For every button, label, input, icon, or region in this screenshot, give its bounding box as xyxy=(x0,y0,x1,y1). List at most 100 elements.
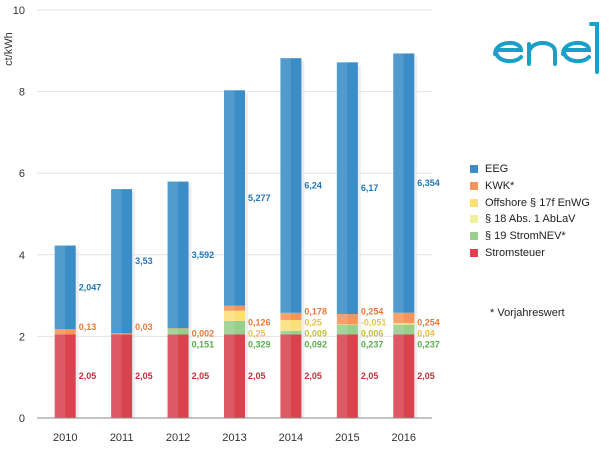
legend-swatch xyxy=(470,198,478,207)
bar-segment xyxy=(54,329,76,335)
data-label: 6,354 xyxy=(417,178,440,188)
data-label: 6,17 xyxy=(361,183,379,193)
x-tick-label: 2014 xyxy=(279,432,303,444)
legend-item: Offshore § 17f EnWG xyxy=(470,194,590,211)
bar-highlight xyxy=(111,189,122,334)
bar-highlight xyxy=(167,328,179,329)
bar-highlight xyxy=(224,305,235,311)
legend-swatch xyxy=(470,215,478,224)
bar-segment xyxy=(280,330,302,335)
data-label: 5,277 xyxy=(248,193,271,203)
y-tick-label: 4 xyxy=(19,250,25,262)
bar-highlight xyxy=(280,312,291,321)
bar-highlight xyxy=(280,58,291,313)
enet-logo xyxy=(493,22,599,74)
bar-segment xyxy=(280,312,302,321)
data-label: 0,009 xyxy=(304,328,327,338)
data-label: 3,592 xyxy=(192,250,215,260)
bar-segment xyxy=(393,323,415,325)
bar-highlight xyxy=(224,310,235,321)
footnote: * Vorjahreswert xyxy=(490,307,565,319)
legend-item: Stromsteuer xyxy=(470,244,590,261)
bar-segment xyxy=(280,334,302,418)
data-label: 2,05 xyxy=(192,371,210,381)
bar-segment xyxy=(336,334,358,418)
data-label: 0,092 xyxy=(304,339,327,349)
bar-segment xyxy=(224,310,245,321)
bar-highlight xyxy=(167,328,179,335)
bar-segment xyxy=(167,334,189,418)
bar-highlight xyxy=(336,314,348,325)
bar-highlight xyxy=(393,312,404,324)
legend-label: Stromsteuer xyxy=(485,246,545,259)
data-label: 0,04 xyxy=(417,328,435,338)
data-label: 0,254 xyxy=(361,306,384,316)
legend-label: § 19 StromNEV* xyxy=(485,230,566,243)
bar-highlight xyxy=(224,320,235,335)
legend-swatch xyxy=(470,165,478,174)
legend-item: KWK* xyxy=(470,178,590,195)
bar-highlight xyxy=(54,245,66,330)
bar-highlight xyxy=(224,334,235,418)
data-label: 3,53 xyxy=(135,256,153,266)
bar-segment xyxy=(280,320,302,331)
data-label: -0,051 xyxy=(361,317,387,327)
legend-item: EEG xyxy=(470,161,590,178)
bar-highlight xyxy=(54,329,66,335)
bar-segment xyxy=(393,53,415,313)
bar-segment xyxy=(224,90,245,306)
bar-segment xyxy=(54,245,76,330)
y-tick-label: 0 xyxy=(19,413,25,425)
bar-segment xyxy=(280,330,302,331)
x-tick-label: 2013 xyxy=(222,432,246,444)
bar-highlight xyxy=(54,334,66,418)
bar-highlight xyxy=(336,324,348,325)
bar-highlight xyxy=(336,62,348,315)
bar-highlight xyxy=(393,334,404,418)
bar-highlight xyxy=(336,334,348,418)
x-tick-label: 2012 xyxy=(166,432,190,444)
x-tick-label: 2011 xyxy=(110,432,134,444)
legend-label: EEG xyxy=(485,163,509,176)
data-label: 2,047 xyxy=(79,282,102,292)
bar-segment xyxy=(167,181,189,329)
bar-segment xyxy=(336,324,358,325)
bar-segment xyxy=(167,328,189,335)
legend-swatch xyxy=(470,182,478,191)
data-label: 0,13 xyxy=(79,322,97,332)
data-label: 0,25 xyxy=(304,317,322,327)
legend-item: § 18 Abs. 1 AbLaV xyxy=(470,211,590,228)
bar-highlight xyxy=(224,90,235,306)
bar-highlight xyxy=(111,334,122,418)
data-label: 0,237 xyxy=(417,339,440,349)
bar-highlight xyxy=(393,53,404,313)
data-label: 2,05 xyxy=(361,371,379,381)
y-tick-label: 10 xyxy=(13,5,25,17)
data-label: 0,237 xyxy=(361,339,384,349)
y-axis-label: ct/kWh xyxy=(3,32,15,66)
legend-swatch xyxy=(470,248,478,257)
bar-highlight xyxy=(336,324,348,335)
data-label: 2,05 xyxy=(79,371,97,381)
data-label: 2,05 xyxy=(248,371,266,381)
legend-swatch xyxy=(470,232,478,241)
bar-segment xyxy=(336,62,358,315)
data-label: 0,03 xyxy=(135,322,153,332)
bar-segment xyxy=(224,334,245,418)
data-label: 0,006 xyxy=(361,328,384,338)
data-label: 2,05 xyxy=(135,371,153,381)
legend-item: § 19 StromNEV* xyxy=(470,228,590,245)
bar-segment xyxy=(280,58,302,313)
x-tick-label: 2016 xyxy=(392,432,416,444)
stacked-bar-chart: 0 2 4 6 8 10 ct/kWh 2010 2011 2012 2013 2014 2015 201… xyxy=(3,5,440,444)
bar-segment xyxy=(167,328,189,329)
data-label: 0,151 xyxy=(192,339,215,349)
legend: EEG KWK* Offshore § 17f EnWG § 18 Abs. 1 Ab… xyxy=(470,161,590,261)
bar-highlight xyxy=(167,334,179,418)
data-label: 0,178 xyxy=(304,306,327,316)
bar-segment xyxy=(336,324,358,335)
bar-highlight xyxy=(280,320,291,331)
data-label: 6,24 xyxy=(304,180,322,190)
bar-highlight xyxy=(111,333,122,335)
data-label: 0,329 xyxy=(248,339,271,349)
